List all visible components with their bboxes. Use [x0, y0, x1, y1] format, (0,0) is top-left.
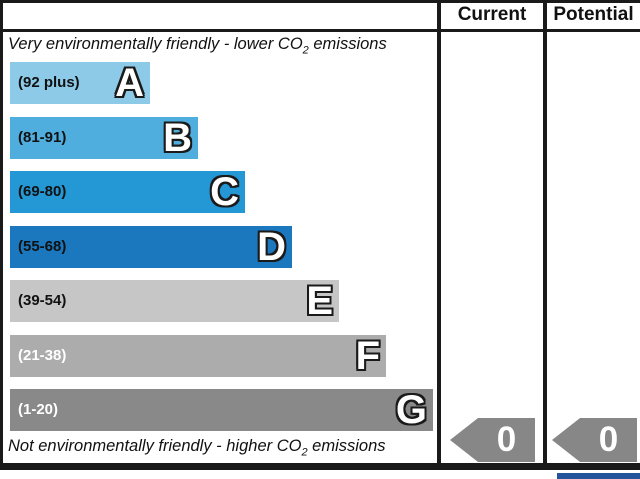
band-f-range: (21-38) [18, 347, 67, 364]
table-border-left [0, 0, 3, 470]
column-divider-current [437, 0, 441, 470]
band-b-range: (81-91) [18, 129, 67, 146]
potential-rating-value: 0 [598, 420, 619, 459]
band-a-range: (92 plus) [18, 74, 80, 91]
band-c-range: (69-80) [18, 183, 67, 200]
top-note: Very environmentally friendly - lower CO… [8, 35, 387, 56]
table-border-top [0, 0, 640, 3]
table-border-bottom [0, 463, 640, 470]
top-note-text: Very environmentally friendly - lower CO [8, 35, 303, 53]
band-a-letter: A [115, 61, 144, 105]
eu-flag-partial [557, 473, 640, 479]
band-g: (1-20) G [10, 389, 433, 431]
band-e-letter: E [306, 279, 333, 323]
column-divider-potential [543, 0, 547, 470]
current-rating-arrow-icon: 0 [450, 418, 535, 462]
top-note-tail: emissions [308, 35, 387, 53]
band-b-letter: B [163, 116, 192, 160]
column-header-potential: Potential [553, 4, 634, 25]
potential-rating-arrow-icon: 0 [552, 418, 637, 462]
band-d-letter: D [257, 225, 286, 269]
band-e: (39-54) E [10, 280, 339, 322]
band-d-range: (55-68) [18, 238, 67, 255]
band-c-letter: C [210, 170, 239, 214]
band-d: (55-68) D [10, 226, 292, 268]
column-header-current: Current [457, 4, 527, 25]
bottom-note-tail: emissions [307, 437, 386, 455]
current-rating-value: 0 [496, 420, 517, 459]
header-underline [0, 29, 640, 32]
band-g-letter: G [395, 388, 427, 432]
band-b: (81-91) B [10, 117, 198, 159]
band-c: (69-80) C [10, 171, 245, 213]
bottom-note-subscript: 2 [301, 446, 308, 459]
top-note-subscript: 2 [302, 44, 309, 57]
band-a: (92 plus) A [10, 62, 150, 104]
bottom-note: Not environmentally friendly - higher CO… [8, 437, 386, 458]
band-f: (21-38) F [10, 335, 386, 377]
band-e-range: (39-54) [18, 292, 67, 309]
band-g-range: (1-20) [18, 401, 59, 418]
bottom-note-text: Not environmentally friendly - higher CO [8, 437, 302, 455]
band-f-letter: F [355, 334, 380, 378]
